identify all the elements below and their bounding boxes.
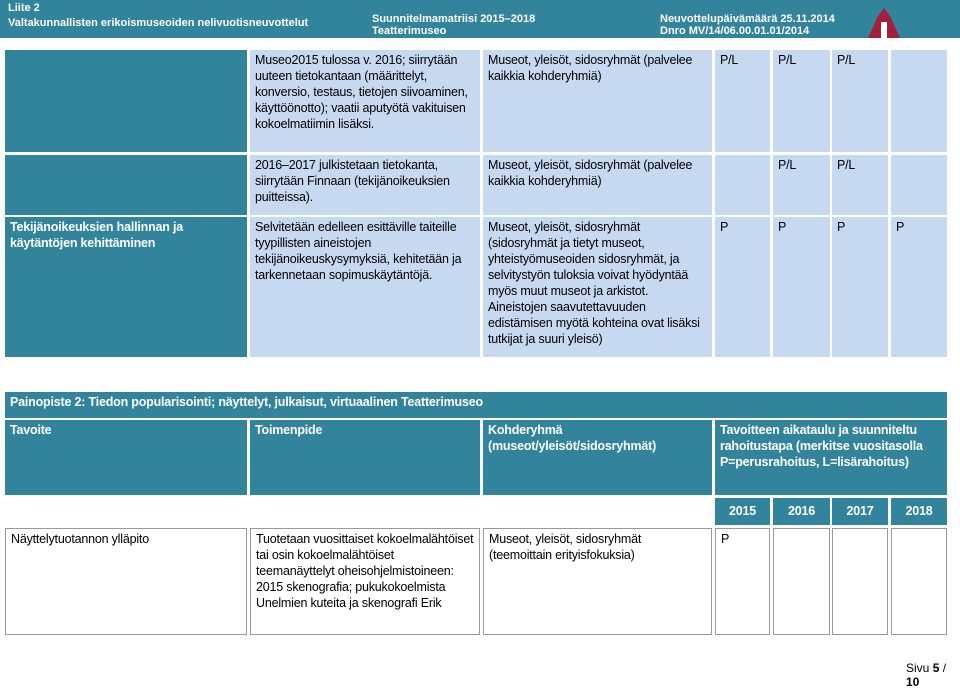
header-right-1: Neuvottelupäivämäärä 25.11.2014 bbox=[660, 13, 835, 25]
action-cell: Selvitetään edelleen esittäville taiteil… bbox=[250, 217, 480, 357]
year-header: 2017 bbox=[832, 498, 888, 525]
column-header: Tavoitteen aikataulu ja suunniteltu raho… bbox=[715, 420, 947, 495]
target-cell: Museot, yleisöt, sidosryhmät (palvelee k… bbox=[483, 155, 712, 215]
column-header: Toimenpide bbox=[250, 420, 480, 495]
header-band: Liite 2 Valtakunnallisten erikoismuseoid… bbox=[0, 0, 960, 38]
target-cell: Museot, yleisöt, sidosryhmät (palvelee k… bbox=[483, 50, 712, 152]
year-cell bbox=[832, 528, 888, 635]
target-cell: Museot, yleisöt, sidosryhmät (sidosryhmä… bbox=[483, 217, 712, 357]
year-cell: P bbox=[715, 528, 770, 635]
page-current: 5 bbox=[932, 661, 940, 675]
year-cell bbox=[891, 155, 947, 215]
year-cell: P/L bbox=[773, 50, 830, 152]
target-cell: Museot, yleisöt, sidosryhmät (teemoittai… bbox=[483, 528, 712, 635]
header-center-1: Suunnitelmamatriisi 2015–2018 bbox=[372, 13, 536, 25]
goal-cell: Tekijänoikeuksien hallinnan ja käytäntöj… bbox=[5, 217, 247, 357]
header-left-1: Liite 2 bbox=[8, 2, 40, 14]
column-header: Kohderyhmä (museot/yleisöt/sidosryhmät) bbox=[483, 420, 712, 495]
year-header: 2018 bbox=[891, 498, 947, 525]
year-cell: P/L bbox=[715, 50, 770, 152]
section-heading: Painopiste 2: Tiedon popularisointi; näy… bbox=[5, 392, 947, 418]
year-cell: P bbox=[773, 217, 830, 357]
year-header: 2015 bbox=[715, 498, 770, 525]
year-cell: P/L bbox=[832, 155, 888, 215]
year-cell: P/L bbox=[832, 50, 888, 152]
spacer-cell bbox=[5, 498, 712, 525]
year-cell bbox=[773, 528, 830, 635]
year-cell bbox=[891, 528, 947, 635]
page-separator: / bbox=[942, 661, 947, 675]
column-header: Tavoite bbox=[5, 420, 247, 495]
year-cell: P/L bbox=[773, 155, 830, 215]
page-label: Sivu bbox=[906, 661, 930, 675]
year-header: 2016 bbox=[773, 498, 830, 525]
page-total: 10 bbox=[906, 675, 920, 689]
year-cell: P bbox=[891, 217, 947, 357]
goal-cell: Näyttelytuotannon ylläpito bbox=[5, 528, 247, 635]
goal-cell bbox=[5, 155, 247, 215]
goal-cell bbox=[5, 50, 247, 152]
year-cell: P bbox=[832, 217, 888, 357]
header-center-2: Teatterimuseo bbox=[372, 25, 447, 37]
page-number: Sivu 5 / 10 bbox=[906, 661, 960, 689]
action-cell: 2016–2017 julkistetaan tietokanta, siirr… bbox=[250, 155, 480, 215]
year-cell bbox=[715, 155, 770, 215]
action-cell: Tuotetaan vuosittaiset kokoelmalähtöiset… bbox=[250, 528, 480, 635]
year-cell bbox=[891, 50, 947, 152]
action-cell: Museo2015 tulossa v. 2016; siirrytään uu… bbox=[250, 50, 480, 152]
logo bbox=[868, 8, 900, 38]
header-left-2: Valtakunnallisten erikoismuseoiden neliv… bbox=[8, 17, 309, 29]
header-right-2: Dnro MV/14/06.00.01.01/2014 bbox=[660, 25, 810, 37]
year-cell: P bbox=[715, 217, 770, 357]
